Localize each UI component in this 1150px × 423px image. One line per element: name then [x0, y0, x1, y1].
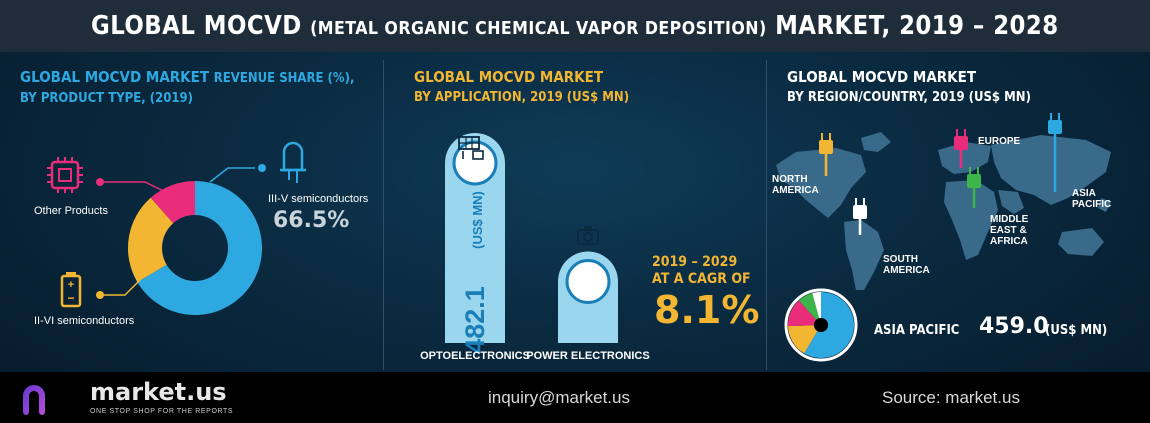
product-donut — [128, 181, 262, 315]
bar-optoelectronics — [445, 133, 505, 343]
other-products-dot — [96, 178, 104, 186]
bar-icon-badge-1 — [452, 140, 498, 186]
title-part-2: (METAL ORGANIC CHEMICAL VAPOR DEPOSITION… — [310, 18, 767, 39]
led-icon — [280, 141, 306, 183]
svg-text:+: + — [68, 279, 74, 291]
label-mea: MIDDLE EAST & AFRICA — [990, 214, 1029, 247]
solar-panel-icon — [458, 136, 484, 160]
label-asia-pacific: ASIA PACIFIC — [1072, 188, 1111, 210]
battery-icon: + − — [60, 272, 82, 308]
panel-divider-left — [383, 60, 384, 370]
page-title: GLOBAL MOCVD (METAL ORGANIC CHEMICAL VAP… — [91, 11, 1059, 41]
other-products-connector — [100, 181, 179, 199]
slice-europe — [788, 300, 817, 327]
panel-divider-right — [766, 60, 767, 370]
application-title-line-1: GLOBAL MOCVD MARKET — [414, 68, 604, 86]
label-ii-vi: II-VI semiconductors — [34, 315, 135, 327]
highlight-region-unit: (US$ MN) — [1045, 323, 1108, 338]
bar-icon-badge-2 — [565, 259, 611, 305]
iii-v-connector — [209, 167, 255, 183]
title-banner: GLOBAL MOCVD (METAL ORGANIC CHEMICAL VAP… — [0, 0, 1150, 52]
product-donut-chart: + − Other Products III-V semiconductors … — [34, 141, 369, 327]
title-part-1: GLOBAL MOCVD — [91, 11, 302, 41]
ii-vi-connector — [100, 279, 141, 296]
application-bars — [445, 133, 618, 343]
camera-icon — [577, 226, 599, 245]
label-europe: EUROPE — [978, 136, 1021, 147]
label-other-products: Other Products — [34, 205, 108, 217]
product-title-a: GLOBAL MOCVD MARKET — [20, 68, 210, 86]
product-title-b: REVENUE SHARE (%), — [213, 71, 355, 86]
svg-text:−: − — [67, 291, 74, 305]
ii-vi-dot — [96, 291, 104, 299]
region-plugs — [819, 113, 1062, 235]
slice-iii-v — [137, 181, 262, 315]
email-link[interactable]: inquiry@market.us — [488, 388, 630, 407]
opto-value: 482.1 — [460, 286, 490, 354]
opto-unit: (US$ MN) — [470, 191, 485, 249]
world-map-shape — [776, 132, 1111, 290]
region-map: NORTH AMERICA EUROPE ASIA PACIFIC SOUTH AME… — [772, 113, 1111, 362]
cagr-text: AT A CAGR OF — [652, 271, 751, 287]
category-label-opto: OPTOELECTRONICS — [420, 350, 530, 362]
region-donut-ring — [784, 288, 858, 362]
iii-v-dot — [258, 164, 266, 172]
source-text: Source: market.us — [882, 388, 1020, 407]
label-iii-v: III-V semiconductors — [268, 193, 369, 205]
title-part-3: MARKET, 2019 – 2028 — [775, 11, 1059, 41]
asia-pacific-plug-icon — [1048, 113, 1062, 192]
chip-icon — [47, 157, 83, 193]
logo-tagline: ONE STOP SHOP FOR THE REPORTS — [90, 408, 234, 415]
region-title-line-1: GLOBAL MOCVD MARKET — [787, 68, 977, 86]
region-donut-center — [814, 318, 828, 332]
product-panel-title: GLOBAL MOCVD MARKET REVENUE SHARE (%), B… — [20, 68, 354, 108]
highlight-region-value: 459.0 — [979, 314, 1049, 339]
cagr-value: 8.1% — [654, 288, 760, 332]
region-title-line-2: BY REGION/COUNTRY, 2019 (US$ MN) — [787, 90, 1031, 105]
product-title-line-2: BY PRODUCT TYPE, (2019) — [20, 91, 194, 106]
category-label-power: POWER ELECTRONICS — [526, 350, 649, 362]
application-title-line-2: BY APPLICATION, 2019 (US$ MN) — [414, 90, 630, 105]
region-panel-title: GLOBAL MOCVD MARKET BY REGION/COUNTRY, 2… — [787, 68, 1031, 107]
slice-asia-pacific — [804, 292, 854, 358]
slice-mea — [798, 293, 820, 320]
label-north-america: NORTH AMERICA — [772, 174, 819, 196]
slice-other-products — [150, 181, 195, 224]
application-bar-chart: 482.1 (US$ MN) OPTOELECTRONICS POWER ELE… — [420, 133, 650, 362]
slice-ii-vi — [128, 197, 174, 283]
footer: market.us ONE STOP SHOP FOR THE REPORTS … — [0, 372, 1150, 423]
slice-south-america — [812, 292, 821, 319]
europe-plug-icon — [954, 129, 968, 168]
north-america-plug-icon — [819, 133, 833, 176]
application-panel-title: GLOBAL MOCVD MARKET BY APPLICATION, 2019… — [414, 68, 629, 107]
slice-north-america — [788, 325, 818, 354]
cagr-caption: 2019 – 2029 AT A CAGR OF — [652, 254, 751, 288]
market-us-logo-icon — [23, 381, 82, 415]
cagr-years: 2019 – 2029 — [652, 254, 738, 270]
mea-plug-icon — [967, 167, 981, 208]
highlight-region-label: ASIA PACIFIC — [874, 323, 960, 338]
region-labels: NORTH AMERICA EUROPE ASIA PACIFIC SOUTH AME… — [772, 136, 1111, 276]
iii-v-share-value: 66.5% — [273, 208, 350, 233]
region-donut — [784, 288, 858, 362]
label-south-america: SOUTH AMERICA — [883, 254, 930, 276]
logo-name: market.us — [90, 378, 227, 406]
south-america-plug-icon — [853, 198, 867, 235]
